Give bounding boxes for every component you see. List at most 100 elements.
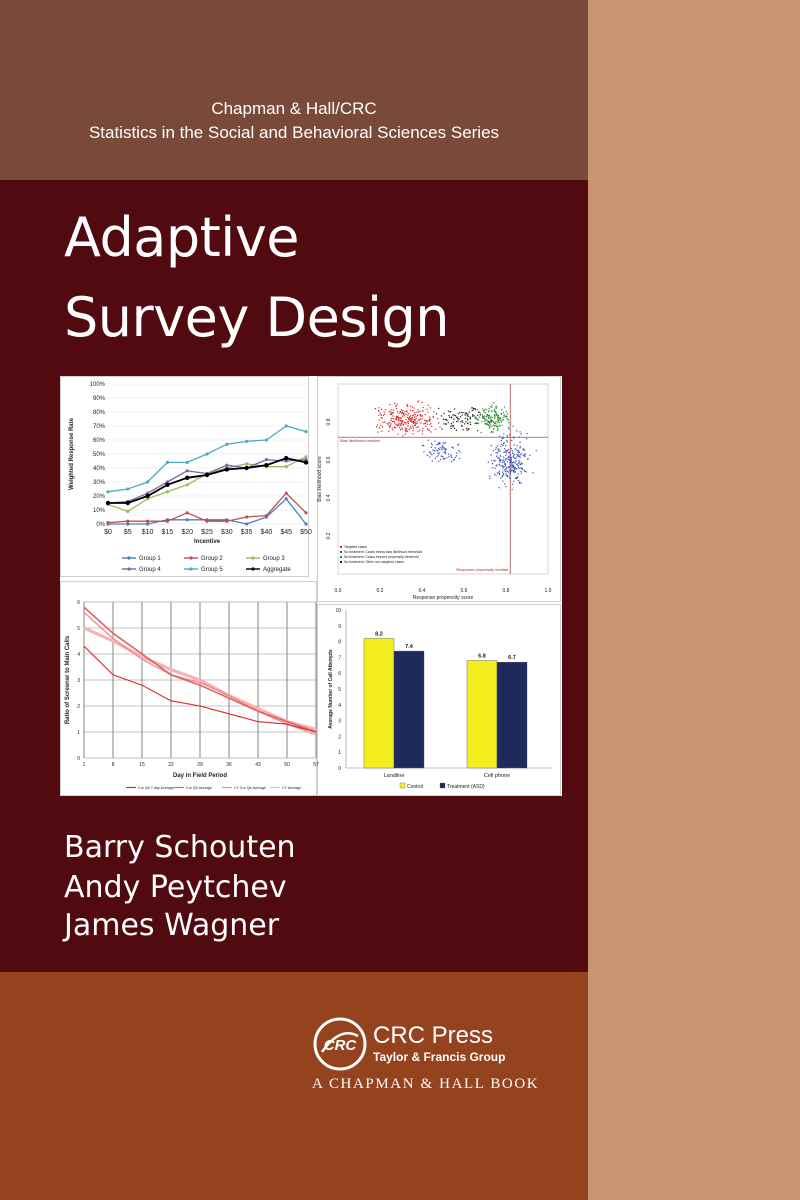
chart2-point (409, 420, 412, 422)
panel-border (60, 376, 309, 577)
chart2-point (506, 436, 509, 438)
chart2-point (500, 412, 502, 415)
chart1-legend-label: Aggregate (263, 567, 291, 573)
chart3-series-line (83, 626, 317, 731)
chart2-point (516, 456, 518, 458)
chart2-point (422, 410, 424, 412)
chart2-point (514, 471, 516, 474)
chart2-point (520, 472, 523, 474)
chart2-point (518, 451, 520, 453)
chart3-ytick-label: 0 (77, 756, 80, 762)
chart2-point (519, 481, 521, 483)
chart2-point (487, 423, 489, 426)
chart2-point (466, 429, 468, 431)
chart2-point (519, 447, 521, 449)
chart2-point (378, 410, 380, 412)
chart2-point (506, 439, 508, 442)
chart2-point (505, 454, 507, 457)
chart2-point (502, 459, 504, 461)
chart2-point (421, 433, 424, 435)
chart2-ytick-label: 0.2 (326, 532, 332, 539)
chart2-point (499, 425, 501, 427)
chart2-point (380, 414, 382, 416)
chart3-xtick-label: 15 (139, 762, 145, 768)
chart2-point (395, 423, 397, 426)
chart2-point (467, 422, 469, 424)
chart2-point (513, 453, 515, 456)
chart2-point (464, 417, 466, 419)
chart2-point (498, 457, 500, 459)
chart2-point (508, 477, 511, 479)
chart2-point (376, 426, 378, 428)
chart2-point (519, 461, 521, 463)
chart2-point (437, 454, 439, 456)
chart2-point (410, 420, 412, 422)
chart2-xaxis-title: Response propensity score (413, 595, 474, 601)
chart2-point (514, 448, 516, 450)
chart2-point (414, 414, 417, 416)
chart2-point (404, 427, 406, 429)
chart3-ytick-label: 3 (77, 678, 80, 684)
chart2-point (487, 411, 490, 413)
chart2-point (475, 422, 477, 425)
chart2-point (455, 416, 457, 419)
chart2-point (521, 463, 523, 465)
chart2-point (509, 458, 512, 460)
chart2-point (465, 412, 467, 414)
chart2-point (403, 413, 405, 416)
chart2-point (417, 425, 419, 428)
chart2-point (517, 479, 519, 482)
chart2-point (428, 420, 431, 422)
chart2-point (499, 460, 502, 462)
chart2-point (498, 449, 500, 451)
chart1-point (264, 514, 268, 518)
chart2-point (415, 416, 417, 418)
chart2-point (431, 460, 433, 462)
chart2-point (433, 411, 435, 413)
chart2-point (475, 416, 477, 418)
chart2-point (489, 421, 491, 424)
chart2-point (512, 464, 514, 466)
chart2-point (461, 420, 463, 422)
publisher-name: CRC Press (373, 1022, 494, 1049)
chart2-point (402, 420, 404, 422)
chart2-point (505, 449, 507, 451)
chart2-point (503, 462, 505, 464)
chart2-point (398, 422, 400, 424)
chart2-point (498, 424, 500, 426)
chart2-point (493, 473, 496, 475)
chart2-point (508, 455, 510, 458)
chart1-xtick-label: $10 (142, 529, 154, 536)
chart2-point (416, 414, 419, 416)
chart1-point (304, 430, 308, 434)
chart2-point (403, 421, 406, 424)
chart2-point (505, 475, 508, 477)
chart2-point (518, 450, 520, 452)
chart2-point (386, 422, 388, 425)
chart2-point (469, 416, 471, 418)
chart3-series-line (83, 645, 317, 733)
chart2-point (429, 418, 431, 420)
chart2-point (445, 423, 447, 425)
chart2-point (452, 447, 454, 449)
chart2-point (525, 471, 527, 473)
chart2-point (404, 410, 406, 413)
chart4-ytick-label: 8 (338, 640, 341, 646)
chart1-point (165, 460, 169, 464)
chart2-point (517, 465, 519, 467)
chart1-point (245, 462, 249, 466)
chart1-xaxis-title: Incentive (194, 539, 221, 545)
chart2-point (495, 448, 497, 450)
chart2-point (500, 459, 502, 461)
chart2-point (429, 456, 431, 458)
chart2-point (505, 452, 508, 454)
chart2-point (384, 413, 386, 415)
chart2-point (498, 458, 500, 460)
publisher-group: Taylor & Francis Group (373, 1050, 506, 1064)
chart2-point (458, 450, 460, 452)
chart2-point (495, 420, 497, 422)
chart2-point (411, 421, 414, 423)
chart2-point (519, 446, 521, 448)
chart2-point (500, 420, 502, 422)
chart2-point (433, 416, 435, 419)
